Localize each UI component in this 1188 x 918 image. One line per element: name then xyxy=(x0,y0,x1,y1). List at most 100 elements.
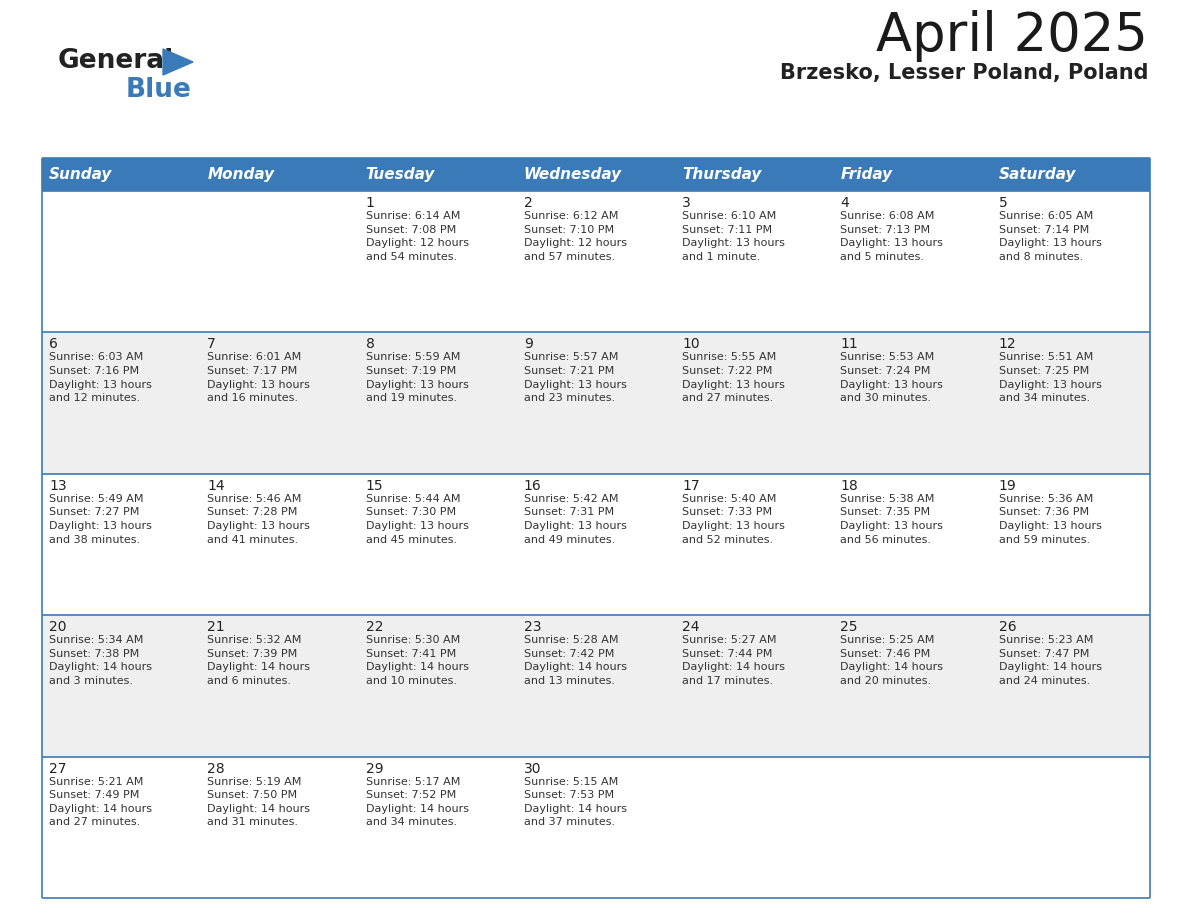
Text: Sunrise: 5:59 AM
Sunset: 7:19 PM
Daylight: 13 hours
and 19 minutes.: Sunrise: 5:59 AM Sunset: 7:19 PM Dayligh… xyxy=(366,353,468,403)
Bar xyxy=(834,615,992,756)
Polygon shape xyxy=(163,49,192,75)
Text: Sunday: Sunday xyxy=(49,167,113,182)
Text: Brzesko, Lesser Poland, Poland: Brzesko, Lesser Poland, Poland xyxy=(779,63,1148,83)
Text: Wednesday: Wednesday xyxy=(524,167,623,182)
Bar xyxy=(359,474,517,615)
Text: 29: 29 xyxy=(366,762,384,776)
Bar xyxy=(992,191,1150,332)
Text: 6: 6 xyxy=(49,338,58,352)
Text: 1: 1 xyxy=(366,196,374,210)
Text: 26: 26 xyxy=(999,621,1017,634)
Text: Sunrise: 5:19 AM
Sunset: 7:50 PM
Daylight: 14 hours
and 31 minutes.: Sunrise: 5:19 AM Sunset: 7:50 PM Dayligh… xyxy=(207,777,310,827)
Bar xyxy=(201,615,359,756)
Bar xyxy=(42,756,201,898)
Text: Sunrise: 5:42 AM
Sunset: 7:31 PM
Daylight: 13 hours
and 49 minutes.: Sunrise: 5:42 AM Sunset: 7:31 PM Dayligh… xyxy=(524,494,627,544)
Bar xyxy=(675,756,834,898)
Bar xyxy=(992,756,1150,898)
Text: 17: 17 xyxy=(682,479,700,493)
Text: Sunrise: 6:12 AM
Sunset: 7:10 PM
Daylight: 12 hours
and 57 minutes.: Sunrise: 6:12 AM Sunset: 7:10 PM Dayligh… xyxy=(524,211,627,262)
Text: Friday: Friday xyxy=(840,167,892,182)
Bar xyxy=(517,332,675,474)
Text: 12: 12 xyxy=(999,338,1017,352)
Text: Sunrise: 5:27 AM
Sunset: 7:44 PM
Daylight: 14 hours
and 17 minutes.: Sunrise: 5:27 AM Sunset: 7:44 PM Dayligh… xyxy=(682,635,785,686)
Text: Sunrise: 5:51 AM
Sunset: 7:25 PM
Daylight: 13 hours
and 34 minutes.: Sunrise: 5:51 AM Sunset: 7:25 PM Dayligh… xyxy=(999,353,1101,403)
Text: Tuesday: Tuesday xyxy=(366,167,435,182)
Bar xyxy=(992,615,1150,756)
Text: Sunrise: 5:36 AM
Sunset: 7:36 PM
Daylight: 13 hours
and 59 minutes.: Sunrise: 5:36 AM Sunset: 7:36 PM Dayligh… xyxy=(999,494,1101,544)
Text: 18: 18 xyxy=(840,479,858,493)
Bar xyxy=(834,332,992,474)
Text: 14: 14 xyxy=(207,479,225,493)
Text: 8: 8 xyxy=(366,338,374,352)
Bar xyxy=(517,474,675,615)
Bar xyxy=(834,756,992,898)
Bar xyxy=(42,332,201,474)
Text: Sunrise: 6:03 AM
Sunset: 7:16 PM
Daylight: 13 hours
and 12 minutes.: Sunrise: 6:03 AM Sunset: 7:16 PM Dayligh… xyxy=(49,353,152,403)
Text: Sunrise: 6:01 AM
Sunset: 7:17 PM
Daylight: 13 hours
and 16 minutes.: Sunrise: 6:01 AM Sunset: 7:17 PM Dayligh… xyxy=(207,353,310,403)
Text: 13: 13 xyxy=(49,479,67,493)
Bar xyxy=(201,332,359,474)
Bar xyxy=(359,756,517,898)
Bar xyxy=(42,191,201,332)
Text: Sunrise: 5:21 AM
Sunset: 7:49 PM
Daylight: 14 hours
and 27 minutes.: Sunrise: 5:21 AM Sunset: 7:49 PM Dayligh… xyxy=(49,777,152,827)
Bar xyxy=(834,191,992,332)
Text: Sunrise: 5:28 AM
Sunset: 7:42 PM
Daylight: 14 hours
and 13 minutes.: Sunrise: 5:28 AM Sunset: 7:42 PM Dayligh… xyxy=(524,635,627,686)
Text: 10: 10 xyxy=(682,338,700,352)
Text: Sunrise: 5:55 AM
Sunset: 7:22 PM
Daylight: 13 hours
and 27 minutes.: Sunrise: 5:55 AM Sunset: 7:22 PM Dayligh… xyxy=(682,353,785,403)
Bar xyxy=(201,474,359,615)
Text: 16: 16 xyxy=(524,479,542,493)
Bar xyxy=(675,615,834,756)
Bar xyxy=(359,615,517,756)
Bar xyxy=(359,332,517,474)
Bar xyxy=(517,756,675,898)
Text: Monday: Monday xyxy=(207,167,274,182)
Text: Sunrise: 6:10 AM
Sunset: 7:11 PM
Daylight: 13 hours
and 1 minute.: Sunrise: 6:10 AM Sunset: 7:11 PM Dayligh… xyxy=(682,211,785,262)
Text: April 2025: April 2025 xyxy=(876,10,1148,62)
Bar xyxy=(42,615,201,756)
Text: General: General xyxy=(58,48,175,74)
Text: Thursday: Thursday xyxy=(682,167,762,182)
Text: 20: 20 xyxy=(49,621,67,634)
Text: 22: 22 xyxy=(366,621,383,634)
Text: Sunrise: 5:57 AM
Sunset: 7:21 PM
Daylight: 13 hours
and 23 minutes.: Sunrise: 5:57 AM Sunset: 7:21 PM Dayligh… xyxy=(524,353,627,403)
Bar xyxy=(517,615,675,756)
Bar xyxy=(992,332,1150,474)
Text: 3: 3 xyxy=(682,196,691,210)
Text: Sunrise: 6:08 AM
Sunset: 7:13 PM
Daylight: 13 hours
and 5 minutes.: Sunrise: 6:08 AM Sunset: 7:13 PM Dayligh… xyxy=(840,211,943,262)
Text: 11: 11 xyxy=(840,338,858,352)
Text: 27: 27 xyxy=(49,762,67,776)
Bar xyxy=(42,158,1150,191)
Bar xyxy=(675,332,834,474)
Bar xyxy=(675,474,834,615)
Text: Sunrise: 5:49 AM
Sunset: 7:27 PM
Daylight: 13 hours
and 38 minutes.: Sunrise: 5:49 AM Sunset: 7:27 PM Dayligh… xyxy=(49,494,152,544)
Text: Sunrise: 5:40 AM
Sunset: 7:33 PM
Daylight: 13 hours
and 52 minutes.: Sunrise: 5:40 AM Sunset: 7:33 PM Dayligh… xyxy=(682,494,785,544)
Bar xyxy=(201,191,359,332)
Bar xyxy=(834,474,992,615)
Text: 30: 30 xyxy=(524,762,542,776)
Text: Sunrise: 6:05 AM
Sunset: 7:14 PM
Daylight: 13 hours
and 8 minutes.: Sunrise: 6:05 AM Sunset: 7:14 PM Dayligh… xyxy=(999,211,1101,262)
Text: 2: 2 xyxy=(524,196,532,210)
Text: Sunrise: 5:53 AM
Sunset: 7:24 PM
Daylight: 13 hours
and 30 minutes.: Sunrise: 5:53 AM Sunset: 7:24 PM Dayligh… xyxy=(840,353,943,403)
Text: 19: 19 xyxy=(999,479,1017,493)
Text: 28: 28 xyxy=(207,762,225,776)
Text: Sunrise: 5:30 AM
Sunset: 7:41 PM
Daylight: 14 hours
and 10 minutes.: Sunrise: 5:30 AM Sunset: 7:41 PM Dayligh… xyxy=(366,635,468,686)
Text: Sunrise: 5:25 AM
Sunset: 7:46 PM
Daylight: 14 hours
and 20 minutes.: Sunrise: 5:25 AM Sunset: 7:46 PM Dayligh… xyxy=(840,635,943,686)
Bar xyxy=(359,191,517,332)
Bar xyxy=(42,474,201,615)
Text: 23: 23 xyxy=(524,621,542,634)
Text: Sunrise: 5:38 AM
Sunset: 7:35 PM
Daylight: 13 hours
and 56 minutes.: Sunrise: 5:38 AM Sunset: 7:35 PM Dayligh… xyxy=(840,494,943,544)
Text: Blue: Blue xyxy=(126,77,192,103)
Bar xyxy=(992,474,1150,615)
Text: 24: 24 xyxy=(682,621,700,634)
Text: Sunrise: 5:46 AM
Sunset: 7:28 PM
Daylight: 13 hours
and 41 minutes.: Sunrise: 5:46 AM Sunset: 7:28 PM Dayligh… xyxy=(207,494,310,544)
Bar xyxy=(675,191,834,332)
Bar xyxy=(201,756,359,898)
Text: 7: 7 xyxy=(207,338,216,352)
Text: Sunrise: 5:44 AM
Sunset: 7:30 PM
Daylight: 13 hours
and 45 minutes.: Sunrise: 5:44 AM Sunset: 7:30 PM Dayligh… xyxy=(366,494,468,544)
Text: Sunrise: 5:23 AM
Sunset: 7:47 PM
Daylight: 14 hours
and 24 minutes.: Sunrise: 5:23 AM Sunset: 7:47 PM Dayligh… xyxy=(999,635,1101,686)
Text: 25: 25 xyxy=(840,621,858,634)
Text: 21: 21 xyxy=(207,621,225,634)
Text: 5: 5 xyxy=(999,196,1007,210)
Text: Saturday: Saturday xyxy=(999,167,1076,182)
Text: 15: 15 xyxy=(366,479,384,493)
